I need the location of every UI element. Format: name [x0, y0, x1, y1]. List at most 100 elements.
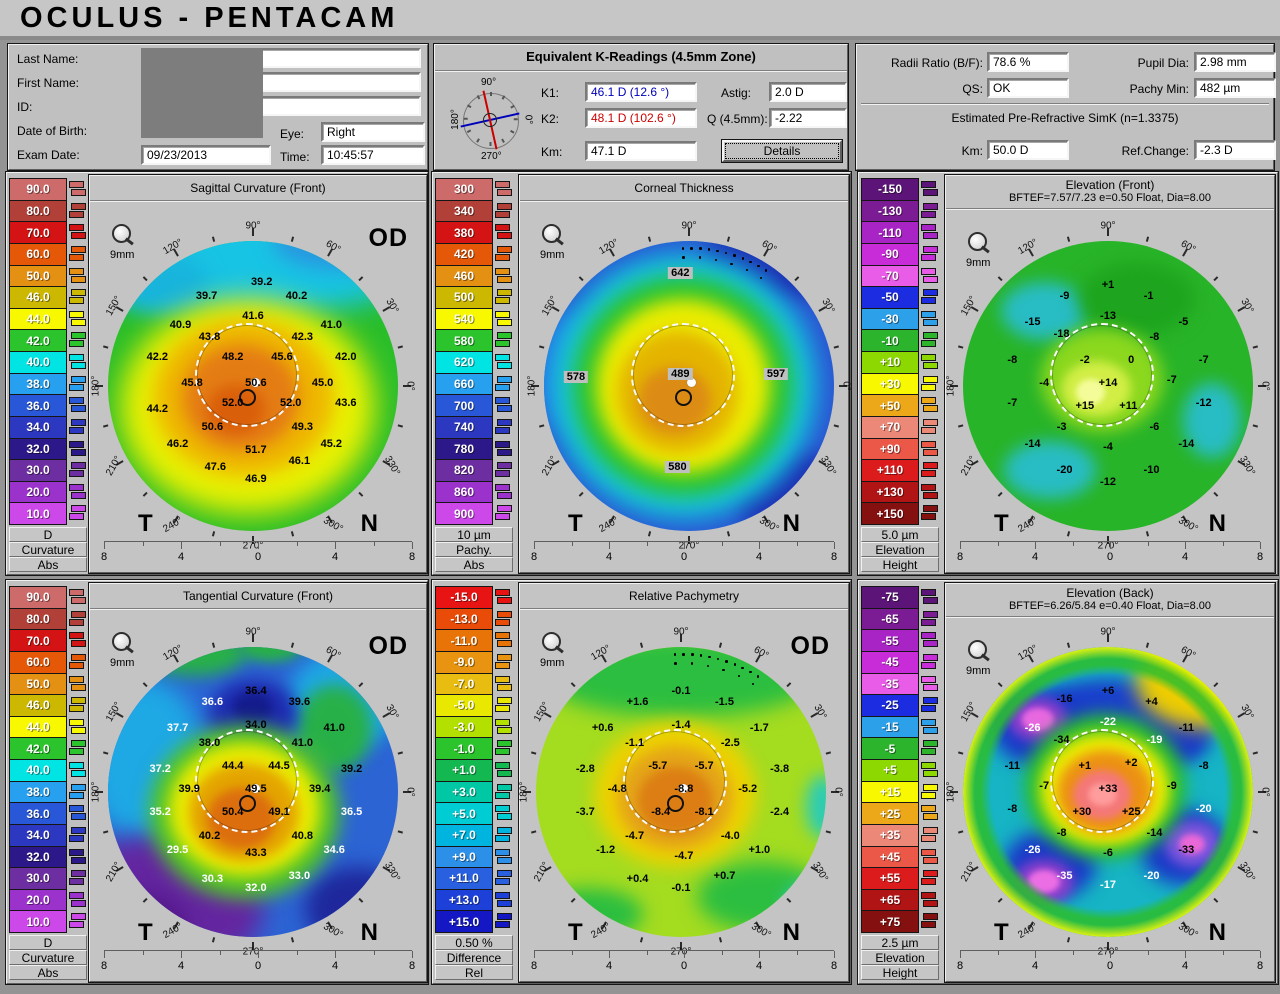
scale-type-row: Pachy.: [435, 542, 513, 557]
scale-band-label: 40.0: [26, 355, 50, 370]
quality-dot: [725, 660, 728, 663]
map-value: 43.8: [198, 330, 221, 343]
q-value-field[interactable]: -2.22: [769, 108, 847, 128]
ruler-tick: [181, 951, 182, 958]
scale-subtick: [69, 748, 84, 756]
scale-band-label: 46.0: [26, 698, 50, 713]
map-value: +25: [1121, 806, 1141, 819]
details-button[interactable]: Details: [721, 139, 843, 163]
scale-subtick: [69, 618, 84, 626]
scale-band-label: +13.0: [448, 893, 480, 908]
scale-band: 46.0: [9, 286, 67, 309]
time-field[interactable]: 10:45:57: [321, 145, 425, 165]
scale-band: -3.0: [435, 715, 493, 739]
scale-band: +9.0: [435, 845, 493, 869]
scale-band-label: 780: [453, 441, 475, 456]
map-value: 34.0: [245, 719, 267, 732]
map-degree-tick: [1213, 897, 1219, 903]
scale-subtick: [71, 189, 86, 196]
scale-band: 50.0: [9, 264, 67, 288]
scale-band: 10.0: [9, 910, 67, 933]
angle-label: 270°: [670, 946, 692, 958]
ruler-label: 4: [1031, 960, 1039, 972]
scale-band-label: -1.0: [453, 741, 475, 756]
ruler-tick: [1222, 951, 1224, 955]
astig-field[interactable]: 2.0 D: [769, 82, 847, 102]
scale-subtick: [921, 310, 936, 318]
exam-date-field[interactable]: 09/23/2013: [141, 145, 271, 165]
topography-map-corneal-thickness: 90° 120° 60° 150° 30° 180° 0° 210° 330° 240° 300° 2…: [527, 221, 852, 552]
scale-band: 32.0: [9, 437, 67, 461]
map-value: 46.2: [166, 438, 189, 450]
angle-label: 270°: [1097, 540, 1119, 552]
ruler-label: 4: [177, 551, 185, 563]
map-value: -4: [1039, 377, 1050, 390]
simk-km-field[interactable]: 50.0 D: [987, 140, 1069, 160]
ruler-tick: [142, 951, 144, 955]
scale-band: 60.0: [9, 650, 67, 674]
map-value: -26: [1024, 844, 1041, 856]
scale-subtick: [71, 448, 86, 456]
radii-ratio-field[interactable]: 78.6 %: [987, 52, 1069, 72]
scale-band: 36.0: [9, 802, 67, 825]
magnifier-icon[interactable]: [112, 632, 138, 658]
scale-band-label: -11.0: [450, 633, 478, 648]
scale-subtick: [497, 770, 512, 777]
scale-band-label: +30: [879, 376, 901, 391]
first-name-label: First Name:: [17, 76, 80, 90]
scale-subtick: [495, 718, 510, 726]
km-field[interactable]: 47.1 D: [585, 141, 697, 161]
apex-marker-dot: [251, 784, 260, 793]
map-value: -1.2: [596, 844, 616, 856]
map-value: 35.2: [149, 806, 171, 819]
pupil-zone-circle: [195, 729, 299, 833]
scale-subtick: [923, 418, 938, 426]
pupil-dia-field[interactable]: 2.98 mm: [1194, 52, 1276, 72]
ref-change-field[interactable]: -2.3 D: [1194, 140, 1276, 160]
scale-band: -7.0: [435, 672, 493, 696]
k1-field[interactable]: 46.1 D (12.6 °): [585, 82, 697, 102]
ruler-tick: [1260, 951, 1261, 958]
angle-label: 150°: [104, 294, 125, 318]
magnifier-icon[interactable]: [542, 224, 568, 250]
scale-subtick: [497, 505, 512, 513]
map-degree-tick: [1066, 530, 1071, 536]
magnifier-icon[interactable]: [968, 232, 994, 258]
map-value: 45.2: [320, 438, 343, 450]
map-value: 45.8: [181, 377, 203, 390]
compass-tick: [463, 118, 468, 120]
angle-label: 90°: [673, 626, 689, 638]
map-value: 41.0: [291, 736, 314, 749]
scale-subtick: [497, 870, 512, 878]
magnifier-icon[interactable]: [968, 640, 994, 666]
magnifier-icon[interactable]: [542, 632, 568, 658]
scale-subtick: [495, 618, 510, 626]
angle-label: 210°: [959, 454, 980, 478]
scale-subtick: [495, 848, 510, 856]
map-degree-tick: [290, 530, 295, 536]
eye-field[interactable]: Right: [321, 122, 425, 142]
magnifier-zoom-label: 9mm: [966, 665, 991, 677]
qs-field[interactable]: OK: [987, 78, 1069, 98]
scale-subtick: [69, 675, 84, 683]
scale-subtick: [921, 297, 936, 305]
ruler-tick: [646, 542, 648, 546]
scale-band-label: +150: [876, 506, 904, 521]
k2-field[interactable]: 48.1 D (102.6 °): [585, 108, 697, 128]
scale-subtick: [497, 405, 512, 413]
scale-band: 340: [435, 199, 493, 223]
map-value: -14: [1178, 438, 1195, 450]
angle-label: 300°: [321, 514, 345, 535]
map-value: 42.3: [291, 330, 314, 343]
angle-label: 0°: [1259, 787, 1271, 797]
scale-subtick: [69, 878, 84, 886]
pachy-min-field[interactable]: 482 µm: [1194, 78, 1276, 98]
exam-date-label: Exam Date:: [17, 148, 80, 162]
ruler-tick: [684, 951, 685, 958]
scale-subtick: [495, 440, 510, 448]
scale-subtick: [921, 661, 936, 669]
scale-subtick: [497, 448, 512, 456]
scale-subtick: [71, 289, 86, 297]
scale-subtick: [71, 740, 86, 748]
scale-band: +30: [861, 372, 919, 396]
